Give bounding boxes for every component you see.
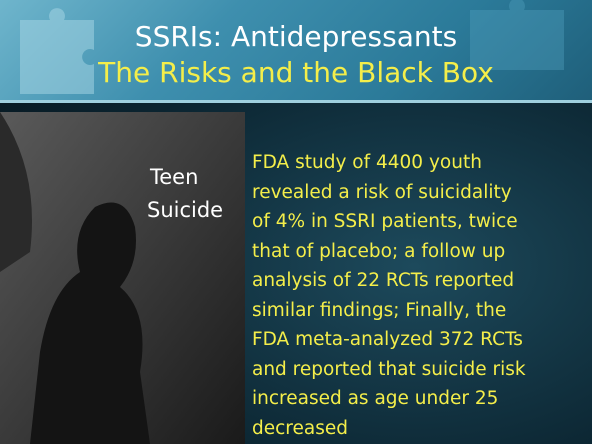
bullet-line: increased as age under 25 bbox=[252, 388, 499, 409]
photo-caption: Teen bbox=[149, 165, 198, 189]
bullet-line: FDA meta-analyzed 372 RCTs bbox=[252, 329, 523, 350]
photo-caption: Suicide bbox=[147, 198, 223, 222]
bullet-line: revealed a risk of suicidality bbox=[252, 181, 512, 203]
bullet-text: FDA study of 4400 youth revealed a risk o… bbox=[252, 148, 592, 443]
puzzle-piece bbox=[20, 8, 94, 95]
bullet-line: FDA study of 4400 youth bbox=[252, 152, 482, 173]
photo: Teen Suicide bbox=[0, 112, 245, 444]
bullet-line: that of placebo; a follow up bbox=[252, 240, 506, 262]
bullet-line: and reported that suicide risk bbox=[252, 358, 526, 380]
hair bbox=[0, 112, 32, 272]
bullet-line: decreased bbox=[252, 417, 348, 439]
silhouette bbox=[30, 202, 150, 444]
header-band: SSRIs: Antidepressants The Risks and the… bbox=[0, 0, 592, 100]
puzzle-piece bbox=[470, 0, 564, 70]
puzzle-texture bbox=[20, 0, 564, 95]
bullet-line: similar findings; Finally, the bbox=[252, 299, 507, 321]
bullet-line: analysis of 22 RCTs reported bbox=[252, 270, 515, 291]
divider bbox=[0, 100, 592, 103]
title: SSRIs: Antidepressants bbox=[134, 20, 458, 53]
subtitle: The Risks and the Black Box bbox=[98, 56, 494, 89]
bullet-line: of 4% in SSRI patients, twice bbox=[252, 211, 518, 232]
